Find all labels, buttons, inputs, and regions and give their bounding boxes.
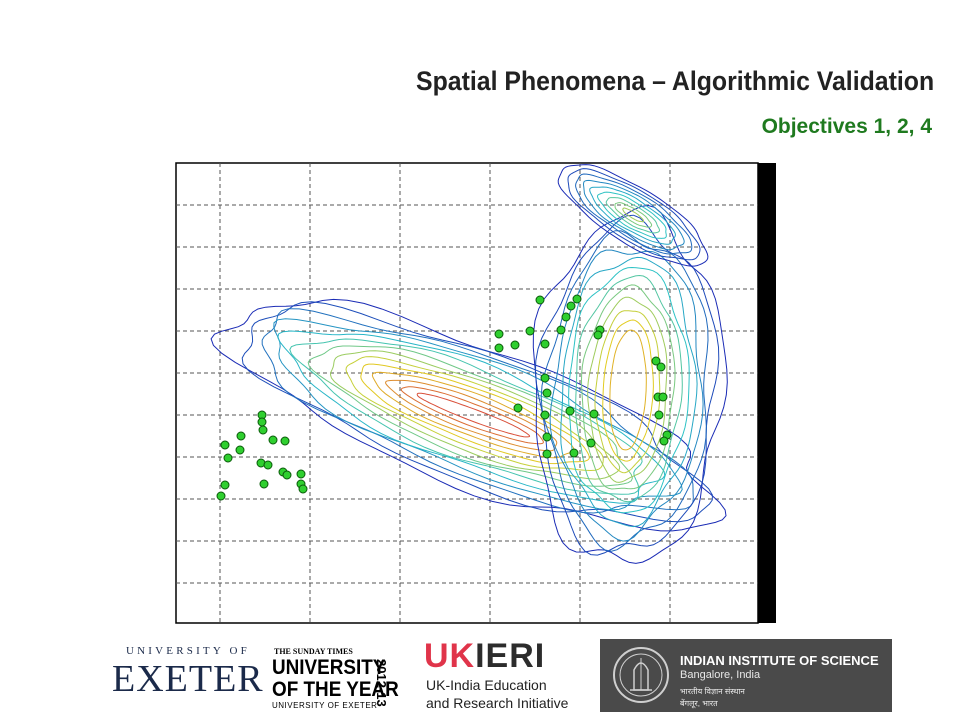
plot-background xyxy=(173,160,778,625)
cluster-point xyxy=(566,301,576,311)
contour-hook xyxy=(582,179,685,251)
ukieri-line2: and Research Initiative xyxy=(426,695,569,711)
iisc-place: Bangalore, India xyxy=(680,669,761,681)
cluster-point xyxy=(257,417,267,427)
cluster-point xyxy=(535,295,545,305)
contour-hook xyxy=(622,207,644,223)
cluster-point xyxy=(659,436,669,446)
cluster-point xyxy=(542,449,552,459)
ukieri-logo: UKIERI UK-India Education and Research I… xyxy=(424,637,584,717)
cluster-point xyxy=(651,356,661,366)
exeter-logo: UNIVERSITY OF EXETER xyxy=(108,645,268,709)
cluster-point xyxy=(540,373,550,383)
iisc-logo: INDIAN INSTITUTE OF SCIENCE Bangalore, I… xyxy=(600,639,892,712)
sunday-times-logo: THE SUNDAY TIMES UNIVERSITY OF THE YEAR … xyxy=(270,647,410,711)
cluster-point xyxy=(542,388,552,398)
iisc-hindi-name: भारतीय विज्ञान संस्थान xyxy=(680,687,745,696)
cluster-point xyxy=(235,445,245,455)
sunday-times-year: 2012-13 xyxy=(374,659,389,707)
contour-arm xyxy=(385,379,558,452)
cluster-point xyxy=(298,484,308,494)
contour-right-arm xyxy=(587,296,668,483)
exeter-logo-top: UNIVERSITY OF xyxy=(126,645,250,657)
contour-right-arm xyxy=(602,319,654,462)
contour-arm xyxy=(261,308,694,514)
ukieri-wordmark: UKIERI xyxy=(424,637,545,676)
sunday-times-line1: UNIVERSITY xyxy=(272,656,386,679)
slide-subtitle: Objectives 1, 2, 4 xyxy=(761,115,932,138)
contour-arm xyxy=(277,330,666,504)
cluster-point xyxy=(216,491,226,501)
contour-hook xyxy=(557,164,709,267)
cluster-point xyxy=(525,326,535,336)
ukieri-eri: IERI xyxy=(475,637,546,675)
cluster-point xyxy=(556,325,566,335)
ukieri-uk: UK xyxy=(424,637,476,675)
cluster-point xyxy=(569,448,579,458)
iisc-emblem-icon xyxy=(613,647,669,703)
contour-hook xyxy=(575,173,693,255)
contour-right-arm xyxy=(568,266,690,514)
cluster-point xyxy=(259,479,269,489)
contour-arm xyxy=(416,392,531,438)
cluster-point xyxy=(593,330,603,340)
contour-hook xyxy=(567,168,701,261)
contour-right-arm xyxy=(575,274,683,503)
contour-right-arm xyxy=(540,230,709,552)
iisc-hindi-place: बेंगलूर, भारत xyxy=(680,699,718,708)
cluster-point xyxy=(282,470,292,480)
cluster-point xyxy=(220,480,230,490)
iisc-name: INDIAN INSTITUTE OF SCIENCE xyxy=(680,653,879,668)
contour-right-arm xyxy=(549,249,704,542)
cluster-point xyxy=(494,343,504,353)
contour-plot xyxy=(173,160,778,625)
contour-hook xyxy=(589,186,676,245)
cluster-point xyxy=(656,362,666,372)
cluster-point xyxy=(565,406,575,416)
cluster-point xyxy=(510,340,520,350)
contour-arm xyxy=(307,345,633,487)
plot-right-bar xyxy=(758,163,776,623)
sunday-times-line2: OF THE YEAR xyxy=(272,678,399,701)
contour-hook xyxy=(614,202,653,228)
density-contours xyxy=(210,164,728,564)
cluster-point xyxy=(296,469,306,479)
contour-arm xyxy=(371,371,575,459)
cluster-point xyxy=(220,440,230,450)
cluster-point xyxy=(561,312,571,322)
cluster-markers xyxy=(216,294,672,501)
exeter-logo-name: EXETER xyxy=(112,658,264,700)
contour-right-arm xyxy=(580,284,676,490)
cluster-point xyxy=(654,410,664,420)
cluster-point xyxy=(268,435,278,445)
contour-right-arm xyxy=(609,329,647,451)
cluster-point xyxy=(494,329,504,339)
cluster-point xyxy=(572,294,582,304)
cluster-point xyxy=(586,438,596,448)
cluster-point xyxy=(658,392,668,402)
contour-arm xyxy=(241,301,713,523)
cluster-point xyxy=(540,339,550,349)
contour-right-arm xyxy=(560,256,698,528)
cluster-point xyxy=(263,460,273,470)
cluster-point xyxy=(236,431,246,441)
contour-arm xyxy=(329,350,621,480)
cluster-point xyxy=(258,425,268,435)
contour-right-arm xyxy=(534,214,720,556)
cluster-point xyxy=(589,409,599,419)
cluster-point xyxy=(542,432,552,442)
sunday-times-footer: UNIVERSITY OF EXETER xyxy=(272,701,378,710)
ukieri-line1: UK-India Education xyxy=(426,677,547,693)
contour-right-arm xyxy=(594,310,661,474)
slide-title: Spatial Phenomena – Algorithmic Validati… xyxy=(415,66,934,96)
logo-footer: UNIVERSITY OF EXETER THE SUNDAY TIMES UN… xyxy=(0,635,960,720)
contour-hook xyxy=(605,197,661,234)
sunday-times-header: THE SUNDAY TIMES xyxy=(274,647,353,656)
cluster-point xyxy=(513,403,523,413)
cluster-point xyxy=(540,410,550,420)
contour-hook xyxy=(596,191,667,239)
cluster-point xyxy=(223,453,233,463)
contour-arm xyxy=(400,386,544,445)
cluster-point xyxy=(280,436,290,446)
